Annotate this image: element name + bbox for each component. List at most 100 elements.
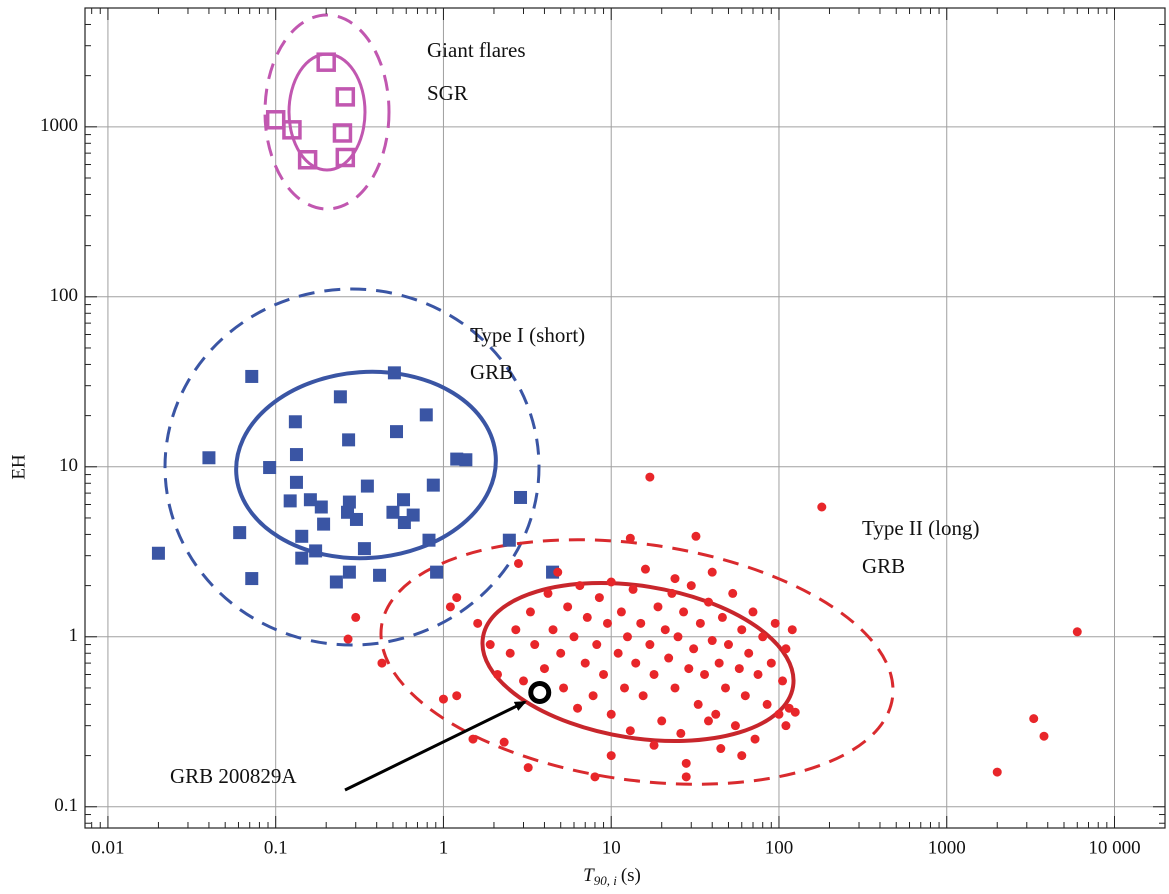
long-grb-point: [625, 533, 635, 543]
y-tick-label: 1: [69, 625, 79, 646]
short-grb-point: [426, 478, 440, 492]
x-tick-label: 0.1: [264, 837, 288, 858]
long-grb-point: [468, 734, 478, 744]
long-grb-point: [640, 564, 650, 574]
long-grb-point: [582, 612, 592, 622]
long-grb-point: [734, 664, 744, 674]
long-grb-point: [645, 472, 655, 482]
long-grb-point: [664, 653, 674, 663]
long-outer-region: [379, 538, 895, 786]
annotation: Giant flares: [427, 38, 526, 62]
short-grb-point: [342, 565, 356, 579]
long-grb-point: [657, 716, 667, 726]
long-grb-point: [684, 664, 694, 674]
short-grb-point: [342, 433, 356, 447]
x-label-symbol: T: [583, 865, 595, 886]
short-grb-point: [202, 451, 216, 465]
x-tick-label: 10: [602, 837, 621, 858]
long-grb-point: [493, 669, 503, 679]
long-grb-point: [343, 634, 353, 644]
short-grb-point: [295, 529, 309, 543]
long-grb-point: [673, 632, 683, 642]
short-grb-point: [419, 408, 433, 422]
y-tick-label: 100: [50, 285, 79, 306]
long-grb-point: [649, 669, 659, 679]
short-grb-point: [233, 526, 247, 540]
x-tick-label: 10 000: [1088, 837, 1140, 858]
long-grb-point: [556, 648, 566, 658]
y-tick-label: 10: [59, 455, 78, 476]
long-grb-point: [619, 683, 629, 693]
annotation: Type II (long): [862, 516, 980, 540]
long-grb-point: [613, 648, 623, 658]
annotation-arrow: [344, 700, 527, 792]
long-grb-point: [638, 691, 648, 701]
y-tick-label: 1000: [40, 115, 78, 136]
long-grb-point: [592, 640, 602, 650]
long-grb-point: [723, 640, 733, 650]
marks: [151, 52, 1082, 782]
annotation: GRB 200829A: [170, 764, 297, 788]
long-grb-point: [575, 581, 585, 591]
long-grb-point: [758, 632, 768, 642]
long-grb-point: [649, 740, 659, 750]
annotation: SGR: [427, 81, 468, 105]
long-grb-point: [1072, 627, 1082, 637]
long-grb-point: [770, 618, 780, 628]
short-grb-point: [317, 517, 331, 531]
long-grb-point: [667, 588, 677, 598]
long-grb-point: [539, 664, 549, 674]
long-grb-point: [653, 602, 663, 612]
long-grb-point: [511, 625, 521, 635]
x-tick-label: 100: [765, 837, 794, 858]
sgr-point: [316, 52, 336, 72]
long-inner-region: [480, 581, 796, 743]
long-grb-point: [711, 709, 721, 719]
long-grb-point: [716, 744, 726, 754]
short-grb-point: [422, 533, 436, 547]
short-grb-point: [406, 508, 420, 522]
long-grb-point: [737, 751, 747, 761]
short-grb-point: [245, 572, 259, 586]
long-grb-point: [625, 726, 635, 736]
long-grb-point: [473, 618, 483, 628]
x-tick-label: 1: [439, 837, 449, 858]
long-grb-point: [728, 588, 738, 598]
short-grb-point: [289, 448, 303, 462]
long-grb-point: [499, 737, 509, 747]
long-grb-point: [670, 683, 680, 693]
annotation: GRB: [470, 360, 513, 384]
long-grb-point: [602, 618, 612, 628]
x-axis-label: T90, i (s): [583, 865, 641, 888]
sgr-point: [282, 120, 302, 140]
long-grb-point: [580, 658, 590, 668]
grb-200829a-point: [528, 681, 552, 705]
long-grb-point: [766, 658, 776, 668]
long-grb-point: [717, 612, 727, 622]
long-grb-point: [485, 640, 495, 650]
short-grb-point: [386, 505, 400, 519]
long-grb-point: [681, 758, 691, 768]
long-grb-point: [438, 694, 448, 704]
long-grb-point: [588, 691, 598, 701]
short-grb-point: [333, 390, 347, 404]
long-grb-point: [452, 593, 462, 603]
short-grb-point: [514, 490, 528, 504]
long-grb-point: [762, 699, 772, 709]
short-grb-point: [430, 565, 444, 579]
short-grb-point: [360, 479, 374, 493]
long-grb-point: [737, 625, 747, 635]
long-grb-point: [622, 632, 632, 642]
long-grb-point: [559, 683, 569, 693]
grid: [85, 8, 1165, 828]
long-grb-point: [714, 658, 724, 668]
long-grb-point: [543, 588, 553, 598]
long-grb-point: [693, 699, 703, 709]
long-grb-point: [530, 640, 540, 650]
long-grb-point: [573, 703, 583, 713]
long-grb-point: [569, 632, 579, 642]
long-grb-point: [606, 751, 616, 761]
long-grb-point: [703, 716, 713, 726]
long-grb-point: [707, 636, 717, 646]
